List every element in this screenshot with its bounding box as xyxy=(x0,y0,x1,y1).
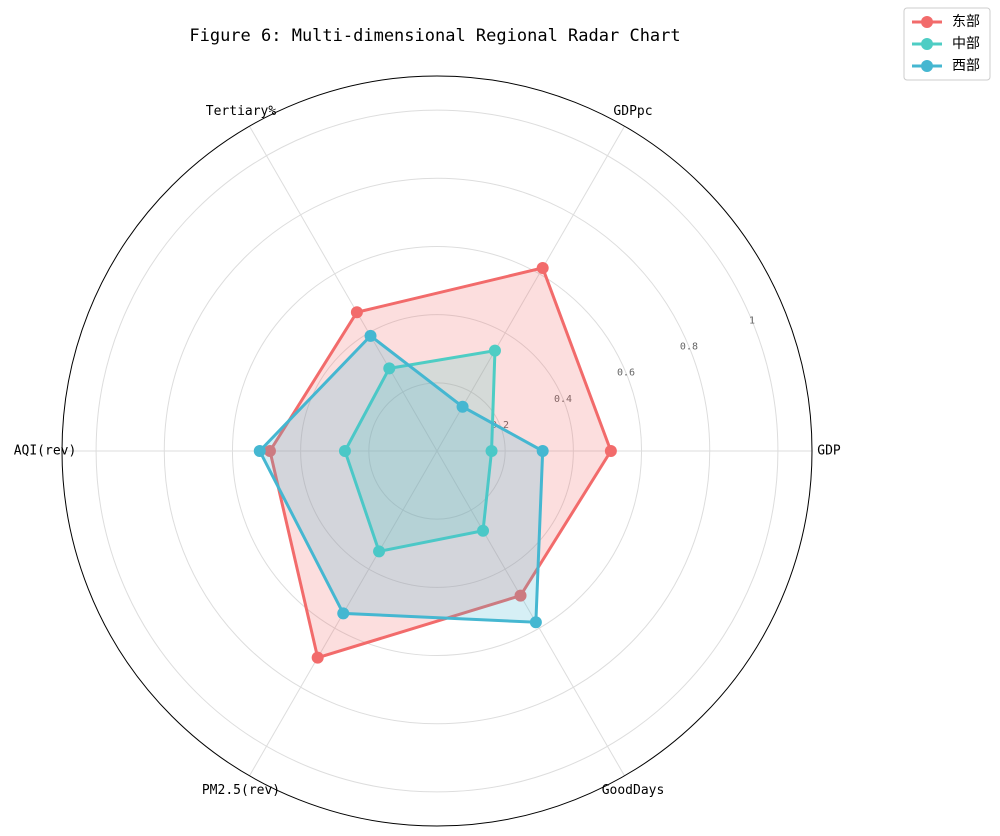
marker xyxy=(514,589,527,602)
legend-marker xyxy=(921,60,933,72)
axis-label: GoodDays xyxy=(602,783,665,798)
spoke xyxy=(436,125,625,452)
axis-label: Tertiary% xyxy=(206,104,277,119)
outer-frame xyxy=(61,75,813,827)
r-tick-label: 0.2 xyxy=(491,420,509,431)
marker xyxy=(337,607,350,620)
marker xyxy=(364,329,377,342)
marker xyxy=(263,445,276,457)
marker xyxy=(338,445,351,457)
legend-label: 中部 xyxy=(952,36,980,52)
legend-marker xyxy=(921,16,933,28)
marker xyxy=(536,261,549,274)
legend-marker xyxy=(921,38,933,50)
marker xyxy=(350,306,363,319)
marker xyxy=(536,445,549,457)
legend-label: 西部 xyxy=(952,58,980,74)
legend-label: 东部 xyxy=(952,14,980,30)
chart-title: Figure 6: Multi-dimensional Regional Rad… xyxy=(189,26,680,46)
r-tick-label: 1 xyxy=(749,316,755,327)
marker xyxy=(485,445,498,457)
r-tick-label: 0.6 xyxy=(617,368,635,379)
spoke xyxy=(436,450,625,777)
marker xyxy=(604,445,617,457)
marker xyxy=(488,344,501,357)
axis-label: GDP xyxy=(817,444,841,459)
axis-label: GDPpc xyxy=(613,104,652,119)
r-tick-label: 0.8 xyxy=(680,342,698,353)
marker xyxy=(383,362,396,375)
marker xyxy=(529,616,542,629)
axis-label: PM2.5(rev) xyxy=(202,783,280,798)
marker xyxy=(477,524,490,537)
axis-label: AQI(rev) xyxy=(14,444,77,459)
marker xyxy=(253,445,266,457)
spoke xyxy=(249,125,438,452)
marker xyxy=(311,651,324,664)
marker xyxy=(456,400,469,413)
r-tick-label: 0.4 xyxy=(554,394,572,405)
marker xyxy=(373,545,386,558)
